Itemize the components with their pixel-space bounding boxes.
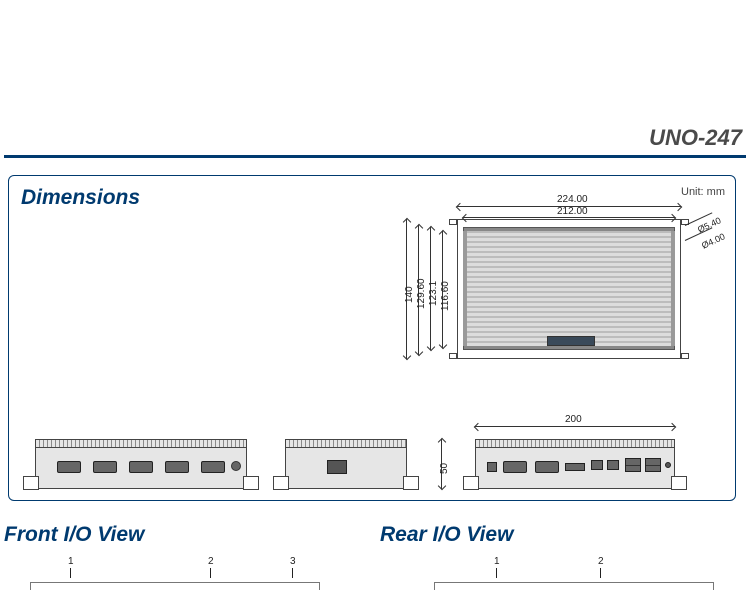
brand-badge — [547, 336, 595, 346]
rear-callout-2: 2 — [598, 556, 604, 567]
callout-tick — [496, 568, 497, 578]
front-callout-1: 1 — [68, 556, 74, 567]
hdmi-port — [565, 463, 585, 471]
com-port — [535, 461, 559, 473]
mount-ear — [449, 353, 457, 359]
mount-bracket — [243, 476, 259, 490]
dim-height-body: 123.1 — [428, 281, 439, 306]
callout-tick — [210, 568, 211, 578]
rear-callout-1: 1 — [494, 556, 500, 567]
callout-tick — [292, 568, 293, 578]
lan-port — [591, 460, 603, 470]
vga-port — [503, 461, 527, 473]
front-io-outline — [30, 582, 320, 590]
dim-height-inner: 116.60 — [440, 281, 451, 311]
com-port — [129, 461, 153, 473]
dim-line-width-inner — [463, 217, 675, 218]
dim-width-overall: 224.00 — [557, 194, 588, 205]
usb-stack — [625, 458, 641, 472]
front-callout-3: 3 — [290, 556, 296, 567]
mount-ear — [681, 353, 689, 359]
dimensions-title: Dimensions — [21, 186, 140, 210]
mount-bracket — [403, 476, 419, 490]
mount-bracket — [671, 476, 687, 490]
dim-rear-width: 200 — [565, 414, 582, 425]
audio-jack — [665, 462, 671, 468]
dc-jack — [487, 462, 497, 472]
dim-hole-inner: Ø4.00 — [700, 231, 726, 250]
top-view-heatsink — [463, 227, 675, 350]
header-rule — [4, 155, 746, 158]
mount-ear — [449, 219, 457, 225]
front-callout-2: 2 — [208, 556, 214, 567]
com-port — [201, 461, 225, 473]
dimensions-panel: Dimensions Unit: mm 224.00 212.00 140 12… — [8, 175, 736, 501]
com-port — [165, 461, 189, 473]
product-name: UNO-247 — [649, 125, 742, 151]
dim-line-rear-width — [475, 426, 675, 427]
dim-width-inner: 212.00 — [557, 206, 588, 217]
usb-stack — [645, 458, 661, 472]
mount-bracket — [273, 476, 289, 490]
com-port — [57, 461, 81, 473]
callout-tick — [70, 568, 71, 578]
power-button-icon — [231, 461, 241, 471]
rear-io-outline — [434, 582, 714, 590]
port-opening — [327, 460, 347, 474]
callout-tick — [600, 568, 601, 578]
dim-height-mid: 129.60 — [416, 278, 427, 309]
unit-label: Unit: mm — [681, 186, 725, 198]
mount-bracket — [23, 476, 39, 490]
com-port — [93, 461, 117, 473]
lan-port — [607, 460, 619, 470]
front-io-title: Front I/O View — [4, 523, 144, 547]
rear-io-title: Rear I/O View — [380, 523, 513, 547]
dim-side-height: 50 — [439, 463, 450, 474]
mount-bracket — [463, 476, 479, 490]
dim-height-overall: 140 — [404, 286, 415, 303]
